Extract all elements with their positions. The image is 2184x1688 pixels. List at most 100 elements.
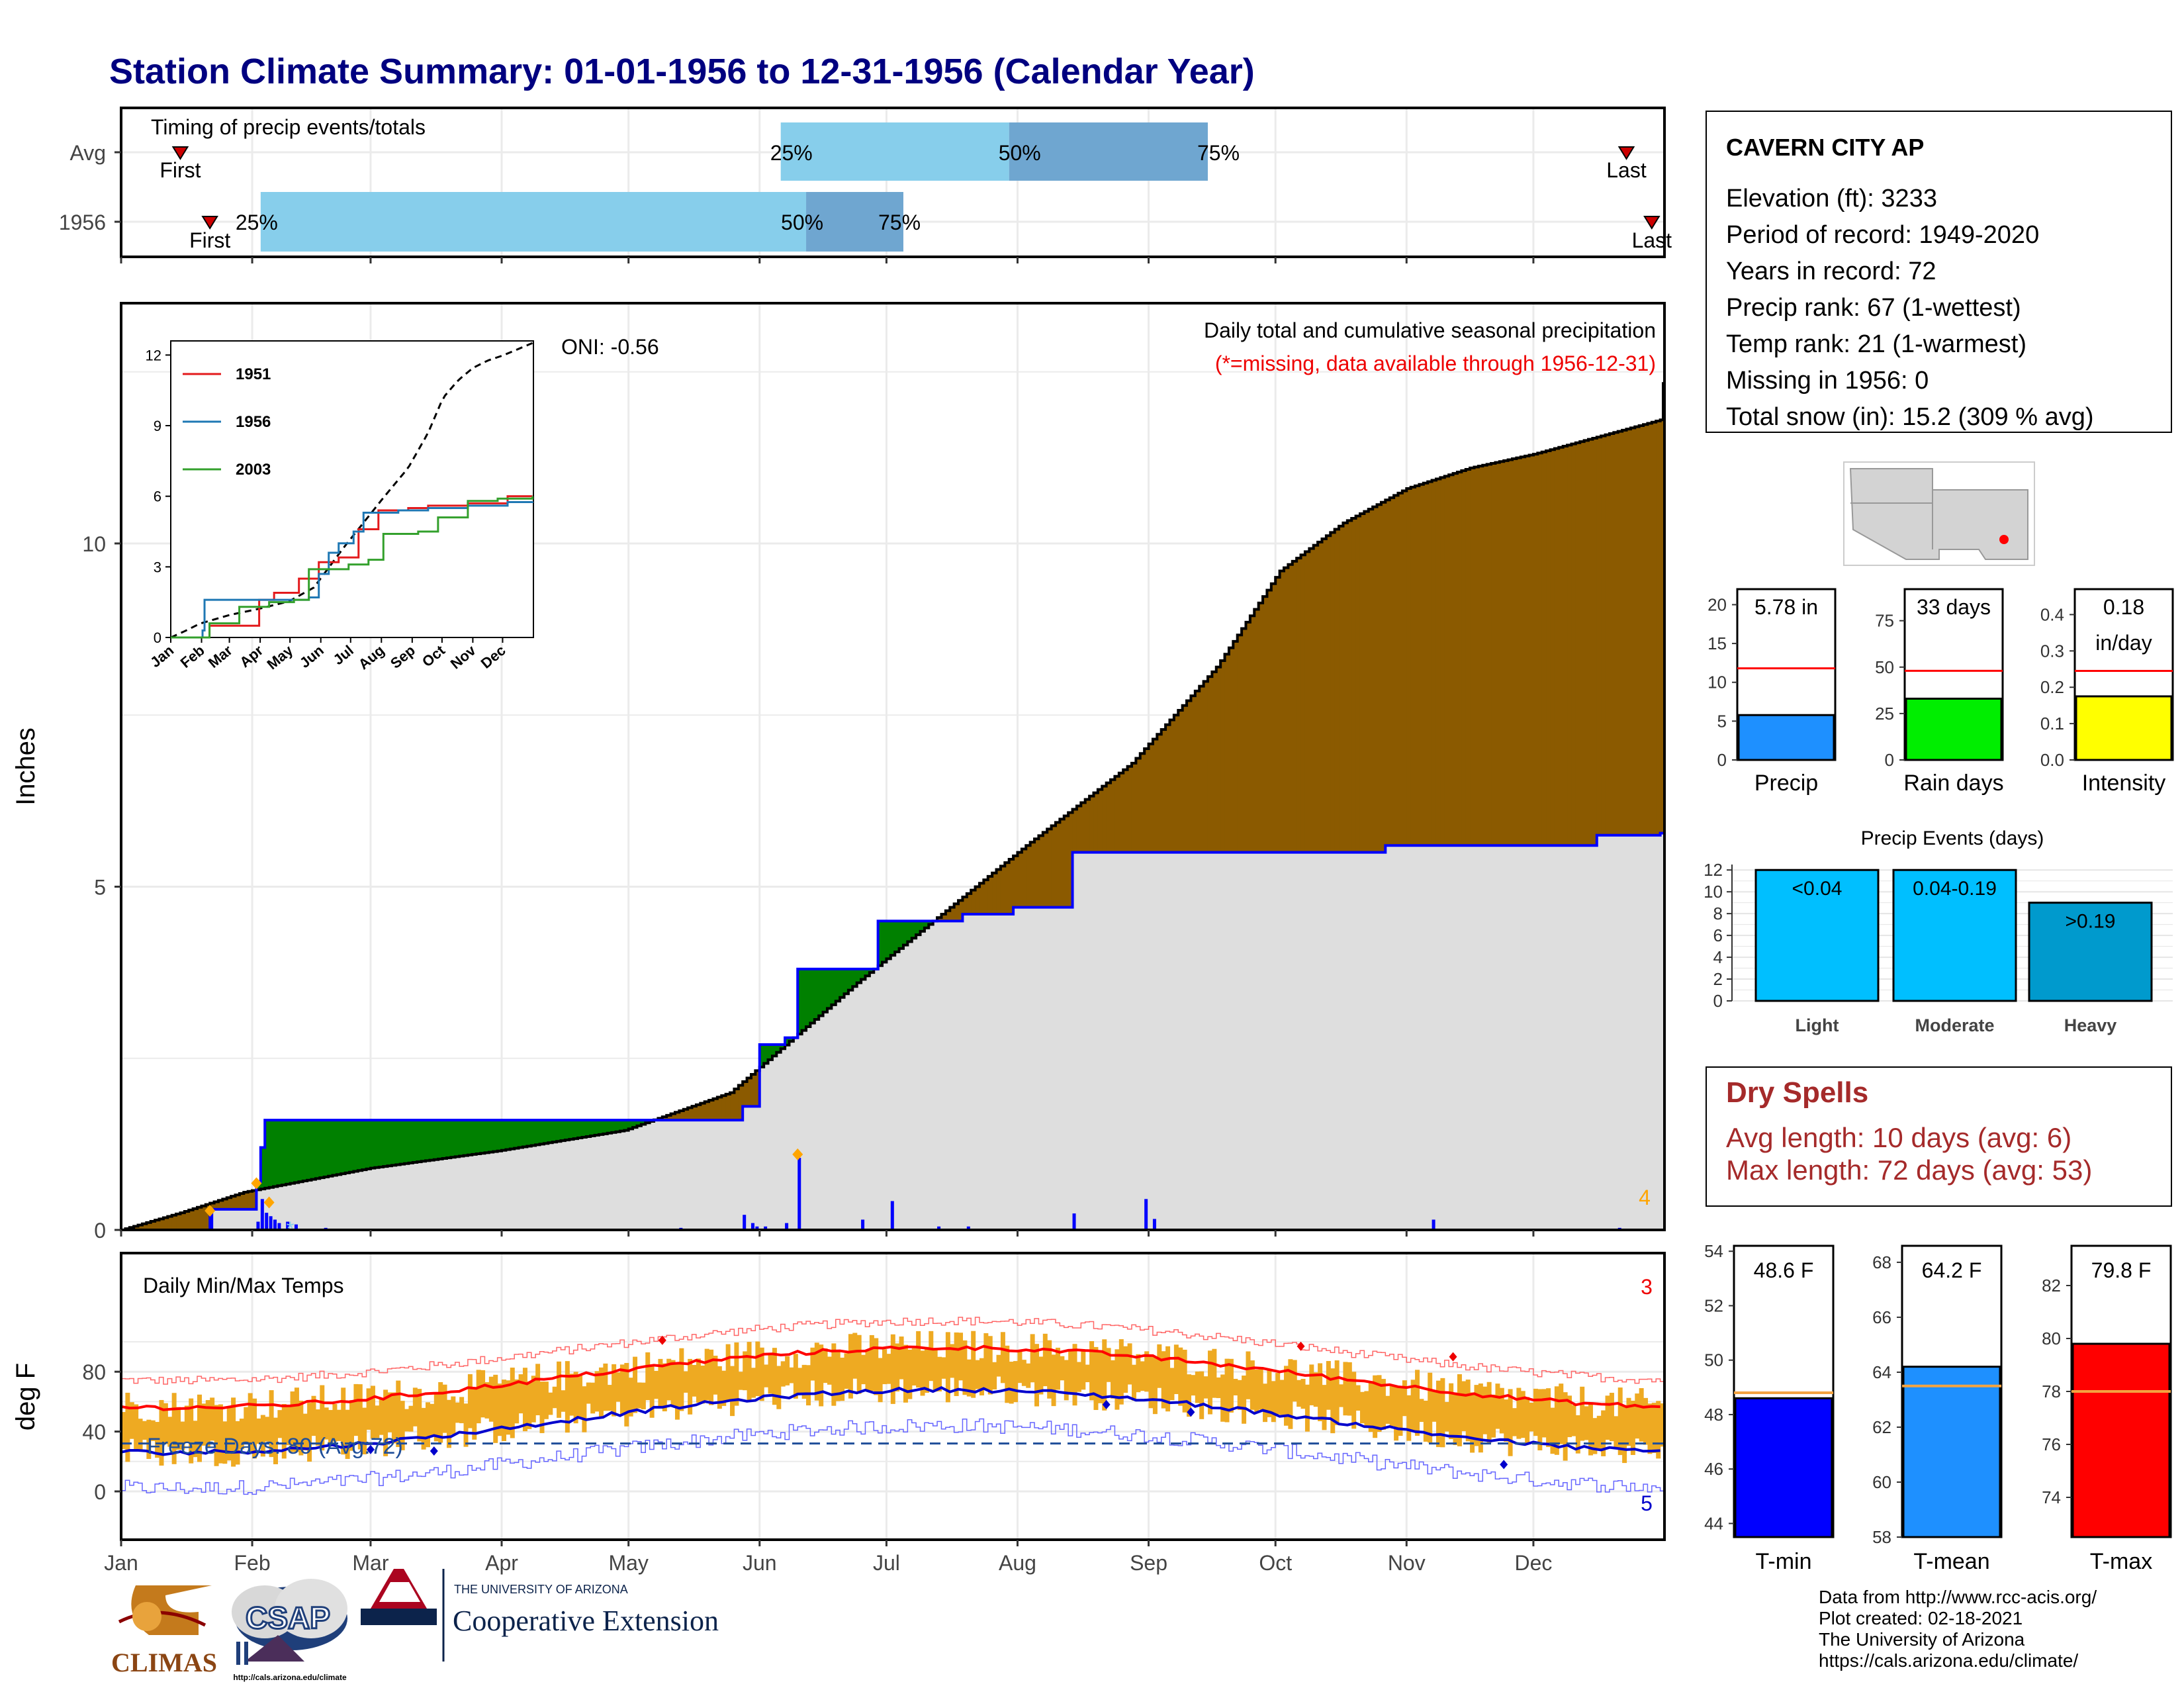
- daily-temp-bar: [370, 1385, 375, 1439]
- daily-temp-bar: [874, 1338, 879, 1395]
- inset-x-tick-label: Feb: [177, 642, 208, 671]
- events-y-tick-label: 2: [1713, 969, 1723, 989]
- daily-temp-bar: [645, 1352, 651, 1401]
- daily-temp-bar: [1009, 1362, 1014, 1404]
- precip-deficit-area: [725, 1094, 731, 1121]
- precip-deficit-area: [983, 880, 989, 914]
- daily-temp-bar: [1461, 1381, 1467, 1431]
- daily-temp-bar: [1533, 1388, 1538, 1436]
- timing-avg-q50-q75-bar: [1009, 122, 1208, 181]
- daily-temp-bar: [476, 1370, 481, 1424]
- daily-temp-bar: [1140, 1361, 1145, 1391]
- events-y-tick-label: 6: [1713, 925, 1723, 945]
- precip-deficit-area: [1220, 660, 1226, 853]
- daily-temp-bar: [1097, 1351, 1103, 1403]
- month-tick-label: Nov: [1388, 1551, 1426, 1575]
- inset-x-tick-label: Nov: [447, 641, 479, 672]
- daily-temp-bar: [197, 1394, 202, 1462]
- precip-deficit-area: [1377, 504, 1382, 853]
- stat-bar-label: Precip: [1754, 771, 1818, 796]
- daily-temp-bar: [670, 1360, 676, 1406]
- record-high-marker: [658, 1335, 666, 1345]
- daily-temp-bar: [696, 1358, 701, 1403]
- daily-precip-bar: [764, 1226, 768, 1230]
- daily-temp-bar: [1635, 1393, 1640, 1439]
- daily-temp-bar: [1042, 1333, 1048, 1387]
- daily-temp-bar: [848, 1334, 853, 1399]
- dry-spells-title: Dry Spells: [1726, 1076, 1868, 1109]
- precip-deficit-area: [1660, 420, 1665, 833]
- precip-deficit-area: [1461, 471, 1467, 846]
- precip-deficit-area: [1622, 430, 1627, 835]
- daily-temp-bar: [244, 1407, 249, 1444]
- timing-avg-pct-label: 50%: [999, 141, 1041, 165]
- precip-surplus-area: [269, 1120, 274, 1188]
- daily-temp-bar: [1076, 1362, 1081, 1392]
- precip-surplus-area: [916, 921, 921, 935]
- station-missing: Missing in 1956: 0: [1726, 367, 1929, 395]
- daily-temp-bar: [1055, 1347, 1060, 1390]
- month-tick-label: Jul: [873, 1551, 900, 1575]
- precip-surplus-area: [578, 1120, 583, 1139]
- daily-temp-bar: [1182, 1349, 1187, 1413]
- daily-temp-bar: [463, 1403, 469, 1447]
- timing-avg-pct-label: 25%: [770, 141, 813, 165]
- precip-surplus-area: [370, 1120, 375, 1168]
- daily-temp-bar: [814, 1342, 819, 1401]
- daily-temp-bar: [1512, 1408, 1517, 1436]
- temp-stat-label: T-mean: [1913, 1549, 1989, 1574]
- precip-deficit-area: [134, 1226, 139, 1230]
- precip-deficit-area: [1275, 577, 1281, 853]
- precip-surplus-area: [615, 1120, 621, 1132]
- precip-surplus-area: [573, 1120, 578, 1139]
- stat-bar-tick-label: 0.1: [2040, 714, 2064, 733]
- month-tick-label: Sep: [1130, 1551, 1167, 1575]
- daily-temp-bar: [1504, 1399, 1509, 1442]
- precip-surplus-area: [865, 968, 870, 976]
- daily-temp-bar: [869, 1335, 874, 1391]
- precip-deficit-area: [1144, 749, 1150, 853]
- daily-temp-bar: [205, 1400, 210, 1448]
- precip-deficit-area: [1191, 696, 1196, 853]
- daily-temp-bar: [459, 1397, 465, 1423]
- month-tick-label: Jun: [743, 1551, 777, 1575]
- daily-temp-bar: [184, 1405, 189, 1442]
- stat-bar-value: 33 days: [1917, 595, 1991, 619]
- daily-temp-bar: [1326, 1361, 1331, 1410]
- daily-precip-bar: [210, 1210, 214, 1230]
- daily-temp-bar: [945, 1332, 950, 1403]
- precip-surplus-area: [514, 1120, 520, 1149]
- precip-deficit-area: [1516, 457, 1522, 846]
- daily-temp-bar: [417, 1389, 422, 1442]
- precip-deficit-area: [176, 1213, 181, 1230]
- daily-temp-bar: [1127, 1343, 1132, 1385]
- precip-surplus-area: [561, 1120, 566, 1141]
- temp-stat-tick-label: 76: [2042, 1434, 2061, 1454]
- precip-surplus-area: [467, 1120, 473, 1155]
- daily-temp-bar: [768, 1355, 773, 1394]
- precip-surplus-area: [772, 1045, 777, 1056]
- daily-temp-bar: [1089, 1341, 1095, 1401]
- freeze-days-text: Freeze Days: 80 (Avg:72): [147, 1434, 403, 1459]
- daily-temp-bar: [451, 1396, 456, 1434]
- precip-deficit-area: [1495, 462, 1500, 846]
- events-y-tick-label: 4: [1713, 947, 1723, 967]
- daily-temp-bar: [1123, 1346, 1128, 1393]
- daily-temp-bar: [1322, 1385, 1327, 1430]
- daily-precip-bar: [260, 1199, 264, 1230]
- temp-stat-tick-label: 64: [1872, 1362, 1891, 1382]
- daily-temp-bar: [480, 1370, 486, 1418]
- daily-temp-bar: [1313, 1372, 1318, 1407]
- daily-temp-bar: [649, 1366, 655, 1418]
- precip-deficit-area: [1111, 779, 1116, 853]
- precip-deficit-area: [1005, 863, 1010, 914]
- precip-deficit-area: [184, 1211, 189, 1230]
- precip-deficit-area: [958, 900, 964, 921]
- precip-deficit-area: [1030, 842, 1035, 908]
- stat-bar-value: 0.18: [2103, 595, 2144, 619]
- events-title: Precip Events (days): [1861, 827, 2044, 849]
- precip-surplus-area: [814, 968, 819, 1019]
- daily-precip-bar: [861, 1219, 865, 1230]
- timing-row-1956: 1956: [59, 211, 106, 234]
- precip-y-tick-label: 0: [94, 1219, 106, 1243]
